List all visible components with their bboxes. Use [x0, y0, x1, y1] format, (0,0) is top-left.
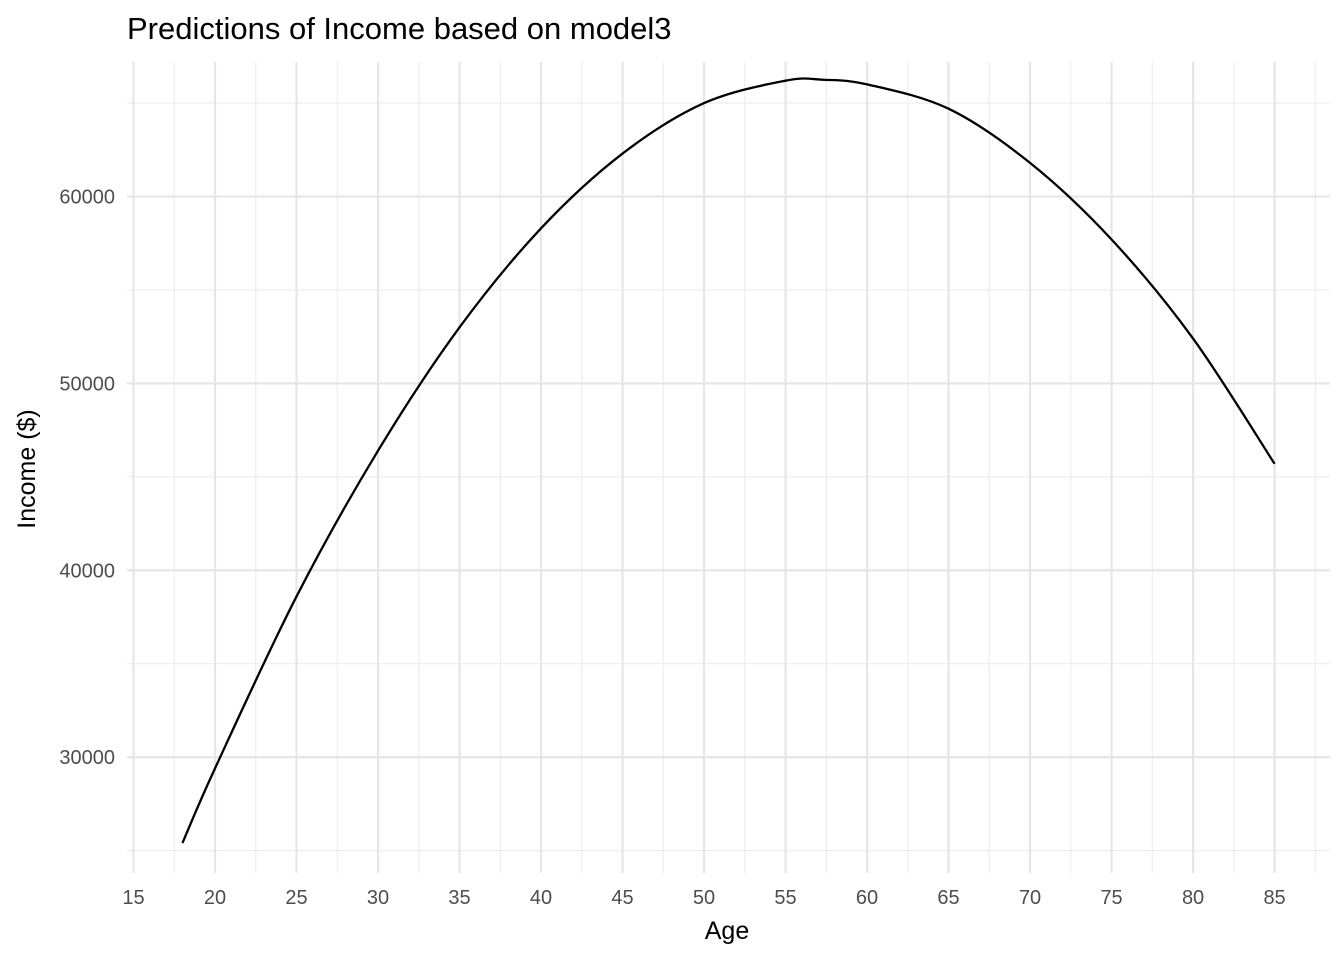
- x-tick-label: 35: [448, 887, 470, 909]
- x-tick-label: 85: [1263, 887, 1285, 909]
- x-tick-label: 45: [611, 887, 633, 909]
- x-tick-label: 65: [937, 887, 959, 909]
- series-line: [181, 77, 1276, 844]
- y-axis-ticks: 30000 40000 50000 60000: [59, 187, 115, 770]
- x-tick-label: 25: [285, 887, 307, 909]
- x-tick-label: 70: [1019, 887, 1041, 909]
- grid: [127, 62, 1330, 873]
- x-axis-title: Age: [705, 917, 749, 945]
- series-layer: [181, 77, 1276, 844]
- x-tick-label: 15: [122, 887, 144, 909]
- x-tick-label: 30: [367, 887, 389, 909]
- y-tick-label: 30000: [59, 747, 115, 769]
- chart-title: Predictions of Income based on model3: [127, 11, 672, 46]
- x-axis-ticks: 15 20 25 30 35 40 45 50 55 60 65 70 75 80 85: [122, 887, 1285, 909]
- x-tick-label: 20: [204, 887, 226, 909]
- x-tick-label: 60: [856, 887, 878, 909]
- x-tick-label: 50: [693, 887, 715, 909]
- x-tick-label: 80: [1182, 887, 1204, 909]
- x-tick-label: 55: [774, 887, 796, 909]
- x-tick-label: 40: [530, 887, 552, 909]
- y-axis-title: Income ($): [13, 409, 41, 528]
- x-tick-label: 75: [1100, 887, 1122, 909]
- y-tick-label: 40000: [59, 560, 115, 582]
- y-tick-label: 60000: [59, 187, 115, 209]
- y-tick-label: 50000: [59, 373, 115, 395]
